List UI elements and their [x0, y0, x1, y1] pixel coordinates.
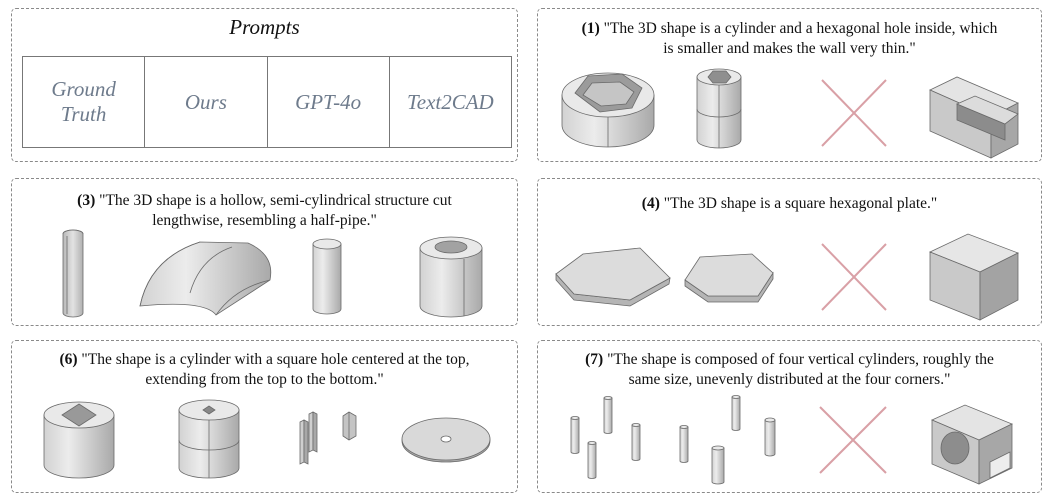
prompt-3-line2: lengthwise, resembling a half-pipe." [152, 212, 377, 229]
panel4-gpt4o-failure-icon [821, 243, 887, 311]
prompt-7-line2: same size, unevenly distributed at the f… [628, 371, 951, 388]
prompt-1-line2: is smaller and makes the wall very thin.… [663, 40, 916, 57]
panel-3: (3) "The 3D shape is a hollow, semi-cyli… [11, 178, 518, 326]
prompt-1-number: (1) [581, 20, 600, 37]
prompt-3-line1: "The 3D shape is a hollow, semi-cylindri… [99, 192, 452, 209]
panel4-text2cad-shape [929, 233, 1019, 321]
legend-panel: Prompts Ground Truth Ours GPT-4o Text2CA… [11, 8, 518, 162]
panel3-gpt4o-shape [312, 238, 342, 315]
panel4-ground-truth-shape [555, 247, 671, 307]
prompt-1-line1: "The 3D shape is a cylinder and a hexago… [603, 20, 998, 37]
panel-6: (6) "The shape is a cylinder with a squa… [11, 340, 518, 493]
prompt-4-line1: "The 3D shape is a square hexagonal plat… [663, 195, 938, 212]
prompt-7-number: (7) [585, 351, 604, 368]
legend-col-gpt4o: GPT-4o [268, 57, 390, 147]
legend-title: Prompts [229, 15, 300, 39]
prompt-7: (7) "The shape is composed of four verti… [538, 350, 1041, 390]
panel1-gpt4o-failure-icon [821, 79, 887, 147]
panel-4: (4) "The 3D shape is a square hexagonal … [537, 178, 1042, 326]
legend-table: Ground Truth Ours GPT-4o Text2CAD [22, 56, 512, 148]
prompt-4-number: (4) [641, 195, 660, 212]
panel3-text2cad-shape [419, 236, 483, 318]
panel-7: (7) "The shape is composed of four verti… [537, 340, 1042, 493]
panel6-ground-truth-shape [43, 401, 115, 479]
panel4-ours-shape [684, 253, 774, 303]
prompt-7-line1: "The shape is composed of four vertical … [607, 351, 994, 368]
prompt-4: (4) "The 3D shape is a square hexagonal … [538, 194, 1041, 214]
prompt-6: (6) "The shape is a cylinder with a squa… [12, 350, 517, 390]
panel1-ours-shape [696, 68, 742, 149]
legend-col-text2cad: Text2CAD [407, 89, 494, 114]
legend-col-ground-truth: Ground Truth [23, 57, 146, 147]
panel1-text2cad-shape [929, 76, 1019, 159]
prompt-6-number: (6) [59, 351, 78, 368]
prompt-3-number: (3) [77, 192, 96, 209]
panel3-ground-truth-shape [62, 229, 84, 318]
panel-1: (1) "The 3D shape is a cylinder and a he… [537, 8, 1042, 162]
panel6-gpt4o-shape [299, 411, 357, 465]
panel7-gpt4o-failure-icon [819, 406, 887, 474]
panel1-ground-truth-shape [561, 72, 655, 148]
panel7-ours-shape [679, 395, 776, 485]
panel7-ground-truth-shape [570, 396, 641, 479]
prompt-3: (3) "The 3D shape is a hollow, semi-cyli… [12, 191, 517, 231]
panel3-ours-shape [139, 241, 272, 316]
panel6-ours-shape [178, 399, 240, 479]
panel6-text2cad-shape [401, 417, 491, 463]
prompt-1: (1) "The 3D shape is a cylinder and a he… [538, 19, 1041, 59]
panel7-text2cad-shape [931, 404, 1013, 485]
prompt-6-line1: "The shape is a cylinder with a square h… [81, 351, 470, 368]
prompt-6-line2: extending from the top to the bottom." [145, 371, 384, 388]
legend-col-ours: Ours [145, 57, 268, 147]
